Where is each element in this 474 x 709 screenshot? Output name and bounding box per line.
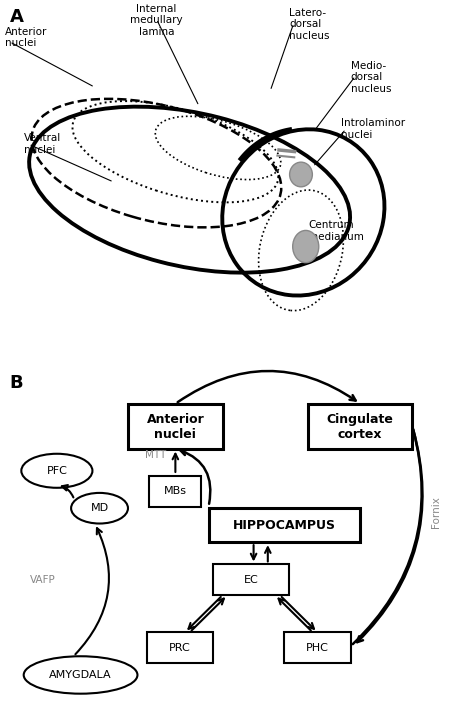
Text: A: A [9, 8, 23, 26]
FancyArrowPatch shape [191, 598, 224, 630]
FancyArrowPatch shape [173, 454, 178, 472]
FancyBboxPatch shape [147, 632, 213, 663]
Text: HIPPOCAMPUS: HIPPOCAMPUS [233, 519, 336, 532]
Text: B: B [9, 374, 23, 392]
Text: Centrum
medianum: Centrum medianum [308, 220, 364, 242]
Text: Medio-
dorsal
nucleus: Medio- dorsal nucleus [351, 61, 391, 94]
FancyArrowPatch shape [282, 597, 314, 629]
FancyBboxPatch shape [213, 564, 289, 595]
Text: Anterior
nuclei: Anterior nuclei [5, 26, 47, 48]
Text: Internal
medullary
lamina: Internal medullary lamina [130, 4, 183, 37]
FancyArrowPatch shape [353, 429, 422, 644]
FancyArrowPatch shape [265, 547, 271, 562]
FancyBboxPatch shape [128, 404, 223, 449]
FancyBboxPatch shape [209, 508, 360, 542]
Text: MD: MD [91, 503, 109, 513]
FancyArrowPatch shape [75, 528, 109, 654]
Text: MBs: MBs [164, 486, 187, 496]
Ellipse shape [290, 162, 312, 186]
Ellipse shape [292, 230, 319, 262]
FancyBboxPatch shape [284, 632, 351, 663]
FancyArrowPatch shape [279, 598, 311, 630]
Text: Ventral
nuclei: Ventral nuclei [24, 133, 61, 155]
Text: Cingulate
cortex: Cingulate cortex [327, 413, 394, 440]
Text: Anterior
nuclei: Anterior nuclei [146, 413, 204, 440]
FancyArrowPatch shape [189, 597, 221, 629]
FancyArrowPatch shape [62, 485, 73, 498]
Text: PRC: PRC [169, 643, 191, 653]
Text: Fornix: Fornix [431, 496, 441, 527]
FancyBboxPatch shape [308, 404, 412, 449]
Text: EC: EC [244, 575, 259, 585]
Text: Latero-
dorsal
nucleus: Latero- dorsal nucleus [289, 8, 329, 41]
FancyArrowPatch shape [251, 545, 256, 559]
Text: Introlaminor
nuclei: Introlaminor nuclei [341, 118, 405, 140]
Ellipse shape [24, 657, 137, 693]
FancyBboxPatch shape [149, 476, 201, 506]
Ellipse shape [21, 454, 92, 488]
FancyArrowPatch shape [181, 450, 210, 504]
FancyArrowPatch shape [178, 371, 356, 402]
Ellipse shape [71, 493, 128, 523]
Text: PHC: PHC [306, 643, 329, 653]
Text: AMYGDALA: AMYGDALA [49, 670, 112, 680]
Text: VAFP: VAFP [30, 575, 55, 585]
Text: MTT: MTT [145, 450, 166, 460]
Text: PFC: PFC [46, 466, 67, 476]
FancyArrowPatch shape [357, 429, 422, 642]
